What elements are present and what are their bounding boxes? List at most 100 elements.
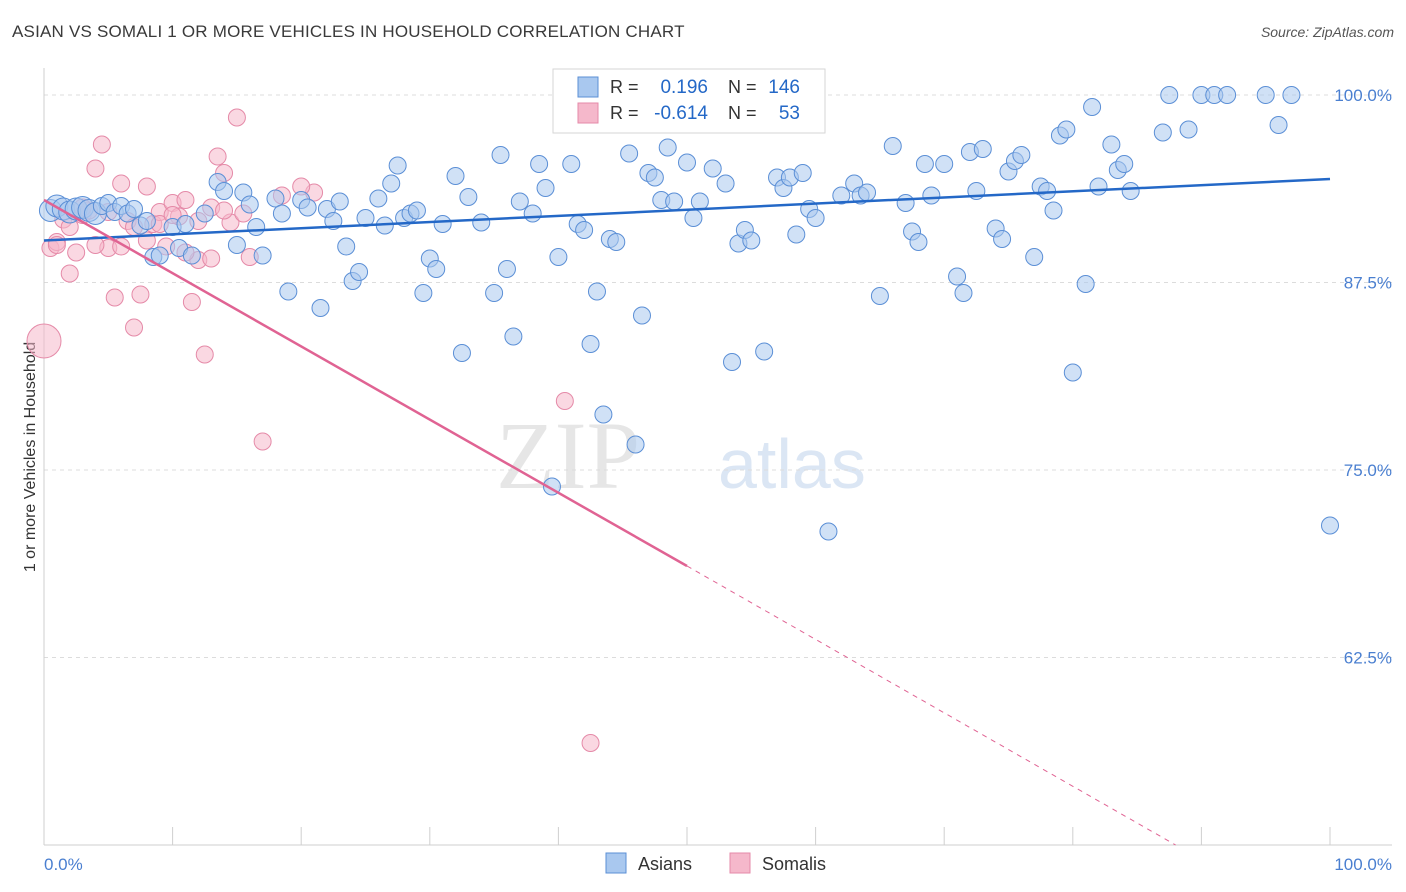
- y-tick-label: 62.5%: [1344, 649, 1392, 668]
- asian-point: [137, 212, 156, 230]
- asian-point: [993, 230, 1012, 248]
- somali-trend-line: [43, 198, 688, 568]
- asian-point: [1218, 86, 1237, 104]
- asian-point: [1321, 516, 1339, 535]
- asian-point: [182, 246, 201, 265]
- somali-point: [112, 174, 131, 193]
- asian-point: [452, 344, 471, 362]
- series-legend-somali-label: Somalis: [762, 854, 826, 874]
- asian-point: [1115, 155, 1134, 173]
- legend-somali-r-label: R =: [610, 103, 639, 123]
- somali-point: [215, 201, 234, 220]
- somali-point: [208, 147, 227, 166]
- y-axis-label: 1 or more Vehicles in Household: [22, 342, 39, 572]
- asian-point: [562, 155, 581, 173]
- asian-point: [350, 263, 369, 281]
- asian-point: [819, 522, 838, 541]
- somali-point: [86, 159, 105, 178]
- asian-point: [587, 282, 606, 301]
- asian-point: [1076, 275, 1095, 293]
- asian-point: [369, 189, 388, 208]
- asian-point: [414, 284, 433, 302]
- asian-point: [787, 225, 806, 244]
- asian-point: [575, 221, 594, 239]
- asian-point: [240, 195, 259, 214]
- asian-point: [337, 237, 356, 256]
- asian-point: [272, 204, 291, 223]
- source-credit: Source: ZipAtlas.com: [1260, 24, 1394, 40]
- asian-point: [253, 246, 272, 265]
- somali-point: [137, 177, 156, 196]
- correlation-legend: R = 0.196 N = 146 R = -0.614 N = 53: [552, 68, 826, 134]
- somali-point: [131, 285, 150, 304]
- asian-point: [382, 174, 401, 193]
- somali-trend-extension: [686, 565, 1176, 846]
- asian-point: [909, 233, 928, 251]
- asian-point: [1160, 86, 1179, 104]
- asian-point: [491, 146, 510, 164]
- asian-point: [973, 140, 992, 158]
- asian-point: [620, 144, 639, 163]
- asian-point: [433, 215, 452, 233]
- asian-point: [330, 192, 349, 211]
- asian-point: [922, 186, 941, 205]
- asian-point: [1012, 146, 1031, 164]
- asian-point: [523, 204, 542, 223]
- asian-point: [755, 342, 774, 361]
- series-legend: Asians Somalis: [605, 852, 826, 874]
- asian-point: [388, 156, 407, 175]
- asian-point: [125, 200, 144, 218]
- legend-asian-n-value: 146: [768, 77, 800, 98]
- series-legend-somali-swatch: [729, 852, 751, 874]
- somali-point: [26, 323, 62, 359]
- asian-point: [497, 260, 516, 278]
- asian-point: [549, 248, 568, 266]
- asian-point: [690, 192, 709, 211]
- asian-point: [1044, 201, 1063, 220]
- axes: [43, 68, 1392, 846]
- asian-point: [1121, 182, 1140, 200]
- asian-point: [150, 246, 169, 265]
- y-tick-label: 75.0%: [1344, 461, 1392, 480]
- asian-point: [935, 155, 954, 173]
- asian-trend-line: [43, 177, 1331, 242]
- legend-somali-n-label: N =: [728, 103, 757, 123]
- asian-point: [870, 287, 889, 305]
- asian-point: [279, 282, 298, 301]
- x-tick-label: 100.0%: [1334, 855, 1392, 874]
- asian-points: [38, 86, 1339, 541]
- asian-point: [883, 137, 902, 155]
- asian-point: [311, 299, 330, 317]
- asian-point: [1063, 363, 1082, 382]
- asian-point: [266, 189, 285, 208]
- asian-point: [510, 192, 529, 211]
- asian-point: [472, 213, 491, 232]
- asian-point: [658, 138, 677, 157]
- legend-asian-swatch: [577, 76, 599, 98]
- y-tick-label: 87.5%: [1344, 274, 1392, 293]
- watermark-zip: ZIP: [496, 402, 640, 509]
- asian-point: [594, 405, 613, 424]
- somali-point: [227, 108, 246, 127]
- asian-point: [896, 194, 915, 212]
- asian-point: [227, 236, 246, 254]
- asian-point: [1089, 177, 1108, 196]
- asian-point: [176, 215, 195, 233]
- asian-point: [446, 167, 465, 185]
- asian-point: [723, 353, 742, 371]
- somali-point: [202, 249, 221, 268]
- asian-point: [607, 233, 626, 251]
- watermark-atlas: atlas: [718, 425, 866, 503]
- asian-point: [716, 174, 735, 193]
- legend-somali-swatch: [577, 102, 599, 124]
- asian-point: [530, 155, 549, 173]
- asian-point: [806, 209, 825, 227]
- somali-point: [182, 293, 201, 311]
- asian-point: [742, 231, 761, 250]
- asian-point: [858, 183, 877, 202]
- asian-point: [459, 188, 478, 206]
- asian-point: [645, 168, 664, 187]
- asian-point: [1269, 116, 1288, 134]
- somali-point: [581, 734, 600, 752]
